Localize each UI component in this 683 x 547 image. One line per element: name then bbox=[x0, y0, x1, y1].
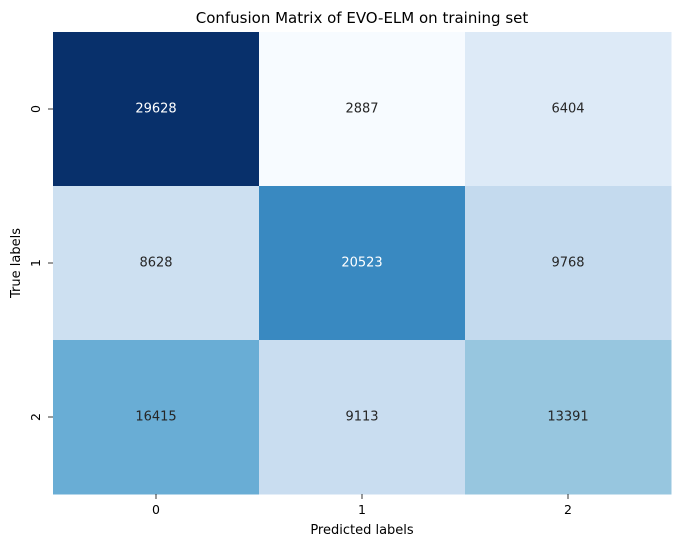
cell-value-label-1-1: 20523 bbox=[341, 256, 382, 271]
y-tick-label-0: 0 bbox=[28, 105, 43, 113]
heatmap-cell-2-0 bbox=[53, 340, 260, 495]
x-axis-label: Predicted labels bbox=[310, 523, 414, 538]
heatmap-cell-2-2 bbox=[465, 340, 672, 495]
heatmap-cell-0-1 bbox=[259, 32, 466, 187]
y-axis-label: True labels bbox=[9, 228, 24, 299]
cell-value-label-2-0: 16415 bbox=[135, 410, 176, 425]
cell-value-label-2-1: 9113 bbox=[345, 410, 378, 425]
x-tick-label-0: 0 bbox=[152, 502, 160, 517]
cell-value-label-0-2: 6404 bbox=[551, 102, 584, 117]
x-axis-ticks: 0 1 2 bbox=[152, 494, 572, 517]
y-tick-label-2: 2 bbox=[28, 413, 43, 421]
cell-value-label-0-1: 2887 bbox=[345, 102, 378, 117]
cell-value-label-2-2: 13391 bbox=[547, 410, 588, 425]
heatmap-cell-0-0 bbox=[53, 32, 260, 187]
x-tick-label-1: 1 bbox=[358, 502, 366, 517]
cell-value-label-1-0: 8628 bbox=[139, 256, 172, 271]
heatmap-cell-0-2 bbox=[465, 32, 672, 187]
x-tick-label-2: 2 bbox=[564, 502, 572, 517]
heatmap-cells: 29628 2887 6404 8628 20523 9768 16415 9113 13391 bbox=[53, 32, 672, 495]
heatmap-cell-1-2 bbox=[465, 186, 672, 341]
y-axis-ticks: 0 1 2 bbox=[28, 105, 53, 421]
heatmap-cell-2-1 bbox=[259, 340, 466, 495]
cell-value-label-1-2: 9768 bbox=[551, 256, 584, 271]
heatmap-cell-1-0 bbox=[53, 186, 260, 341]
heatmap-cell-1-1 bbox=[259, 186, 466, 341]
y-tick-label-1: 1 bbox=[28, 259, 43, 267]
chart-title: Confusion Matrix of EVO-ELM on training … bbox=[196, 9, 529, 27]
cell-value-label-0-0: 29628 bbox=[135, 102, 176, 117]
